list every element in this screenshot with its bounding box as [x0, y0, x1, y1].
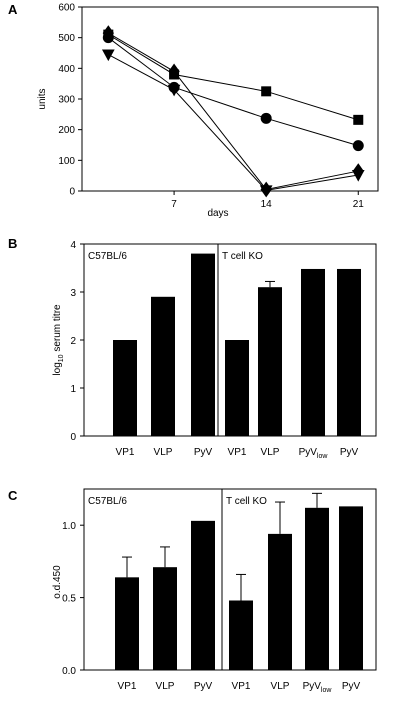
panel-a-x-tick-label: 7 — [171, 199, 177, 210]
panel-c-y-tick-label: 1.0 — [62, 521, 76, 532]
panel-a-point-triangle-down — [167, 84, 181, 97]
panel-a-point-square — [261, 86, 272, 97]
panel-c-bar — [153, 567, 177, 670]
panel-c-x-tick-label: PyV — [194, 681, 213, 692]
panel-b-content: 0 1 2 3 4 C57BL/6 T cell KO VP1 VLP PyV VP1 VLP PyVl… — [70, 240, 377, 460]
panel-a-y-ticks: 0 100 200 300 400 500 600 — [58, 3, 82, 198]
panel-b-group-label: C57BL/6 — [88, 251, 127, 262]
panel-b-group-label: T cell KO — [222, 251, 263, 262]
panel-a-letter: A — [8, 2, 18, 17]
panel-b-bar — [225, 340, 249, 436]
panel-b-x-tick-label: PyV — [194, 447, 213, 458]
panel-b-x-tick-label: VP1 — [228, 447, 247, 458]
panel-c-bar — [229, 600, 253, 670]
panel-c-y-tick-label: 0.0 — [62, 666, 76, 677]
panel-b-y-tick-label: 1 — [70, 384, 76, 395]
panel-a-line-chart: units days 0 100 200 300 400 500 600 7 14 21 — [37, 3, 379, 219]
panel-c-x-tick-label: VP1 — [118, 681, 137, 692]
panel-b-x-tick-label: PyV — [340, 447, 359, 458]
panel-a-y-tick-label: 500 — [58, 33, 75, 44]
panel-b-y-tick-label: 0 — [70, 432, 76, 443]
panel-a-point-square — [353, 114, 364, 125]
panel-b-bar-chart: log10 serum titre 0 1 2 3 4 C57BL/6 T cell KO V… — [52, 240, 377, 460]
panel-a-series-line-square — [108, 34, 359, 121]
panel-a-series — [101, 25, 365, 198]
panel-c-y-tick-label: 0.5 — [62, 594, 76, 605]
panel-b-y-tick-label: 2 — [70, 336, 76, 347]
panel-a-x-tick-label: 14 — [261, 199, 273, 210]
panel-a-series-line-triangle-down — [108, 54, 359, 191]
panel-a-point-diamond — [102, 25, 114, 41]
panel-c-bar — [305, 507, 329, 670]
panel-c-x-tick-label: VLP — [271, 681, 290, 692]
panel-c-group-label: T cell KO — [226, 496, 267, 507]
panel-c-y-axis-title: o.d.450 — [52, 565, 63, 599]
panel-b-x-tick-label: VLP — [261, 447, 280, 458]
panel-b-bar — [337, 268, 361, 436]
panel-b-y-title-rest: serum titre — [52, 304, 63, 354]
panel-b-bar — [258, 287, 282, 436]
panel-a-y-tick-label: 100 — [58, 156, 75, 167]
panel-a-y-tick-label: 0 — [69, 187, 75, 198]
panel-c-group-label: C57BL/6 — [88, 496, 127, 507]
panel-a-point-triangle-down — [351, 170, 365, 182]
panel-b-x-tick-label: VP1 — [116, 447, 135, 458]
panel-c-bar — [115, 577, 139, 670]
panel-c-y-title-main: o.d.450 — [52, 565, 63, 599]
panel-a-y-tick-label: 600 — [58, 3, 75, 14]
panel-b-y-tick-label: 3 — [70, 288, 76, 299]
panel-a-point-circle — [352, 140, 364, 152]
panel-c-content: 0.0 0.5 1.0 C57BL/6 T cell KO VP1 VLP PyV VP1 VLP… — [62, 488, 377, 694]
panel-a-x-tick-label: 21 — [353, 199, 365, 210]
panel-c-bar — [268, 533, 292, 670]
panel-a-series-line-circle — [108, 37, 359, 147]
panel-b-bar — [113, 340, 137, 436]
panel-c-bar-chart: o.d.450 0.0 0.5 1.0 C57BL/6 T cell KO VP1 VLP P… — [52, 488, 377, 694]
panel-b-y-title-sub: 10 — [58, 354, 65, 362]
panel-a-y-tick-label: 300 — [58, 95, 75, 106]
panel-c-bar — [339, 506, 363, 670]
panel-c-x-tick-label: PyV — [342, 681, 361, 692]
panel-b-x-tick-label: VLP — [154, 447, 173, 458]
panel-b-letter: B — [8, 236, 17, 251]
panel-b-bar — [151, 296, 175, 436]
panel-a-point-triangle-down — [259, 185, 273, 197]
panel-b-y-axis-title: log10 serum titre — [52, 304, 65, 376]
panel-c-x-tick-label: PyVlow — [303, 681, 333, 694]
panel-c-x-tick-label: VLP — [156, 681, 175, 692]
panel-a-series-line-diamond — [108, 32, 359, 191]
panel-b-bar — [301, 268, 325, 436]
panel-a-point-triangle-down — [101, 49, 115, 62]
panel-b-y-title-main: log — [52, 362, 63, 375]
panel-b-y-tick-label: 4 — [70, 240, 76, 251]
panel-a-y-axis-title: units — [37, 88, 48, 109]
panel-a-x-axis-title: days — [207, 208, 228, 219]
panel-a-point-circle — [260, 112, 272, 124]
panel-c-x-tick-label: VP1 — [232, 681, 251, 692]
panel-c-letter: C — [8, 488, 18, 503]
panel-a-point-diamond — [168, 63, 180, 80]
panel-a-frame — [81, 6, 379, 192]
panel-a-y-tick-label: 200 — [58, 125, 75, 136]
panel-a-y-tick-label: 400 — [58, 64, 75, 75]
panel-b-bar — [191, 253, 215, 436]
panel-b-x-tick-label: PyVlow — [299, 447, 329, 460]
panel-c-bar — [191, 520, 215, 670]
